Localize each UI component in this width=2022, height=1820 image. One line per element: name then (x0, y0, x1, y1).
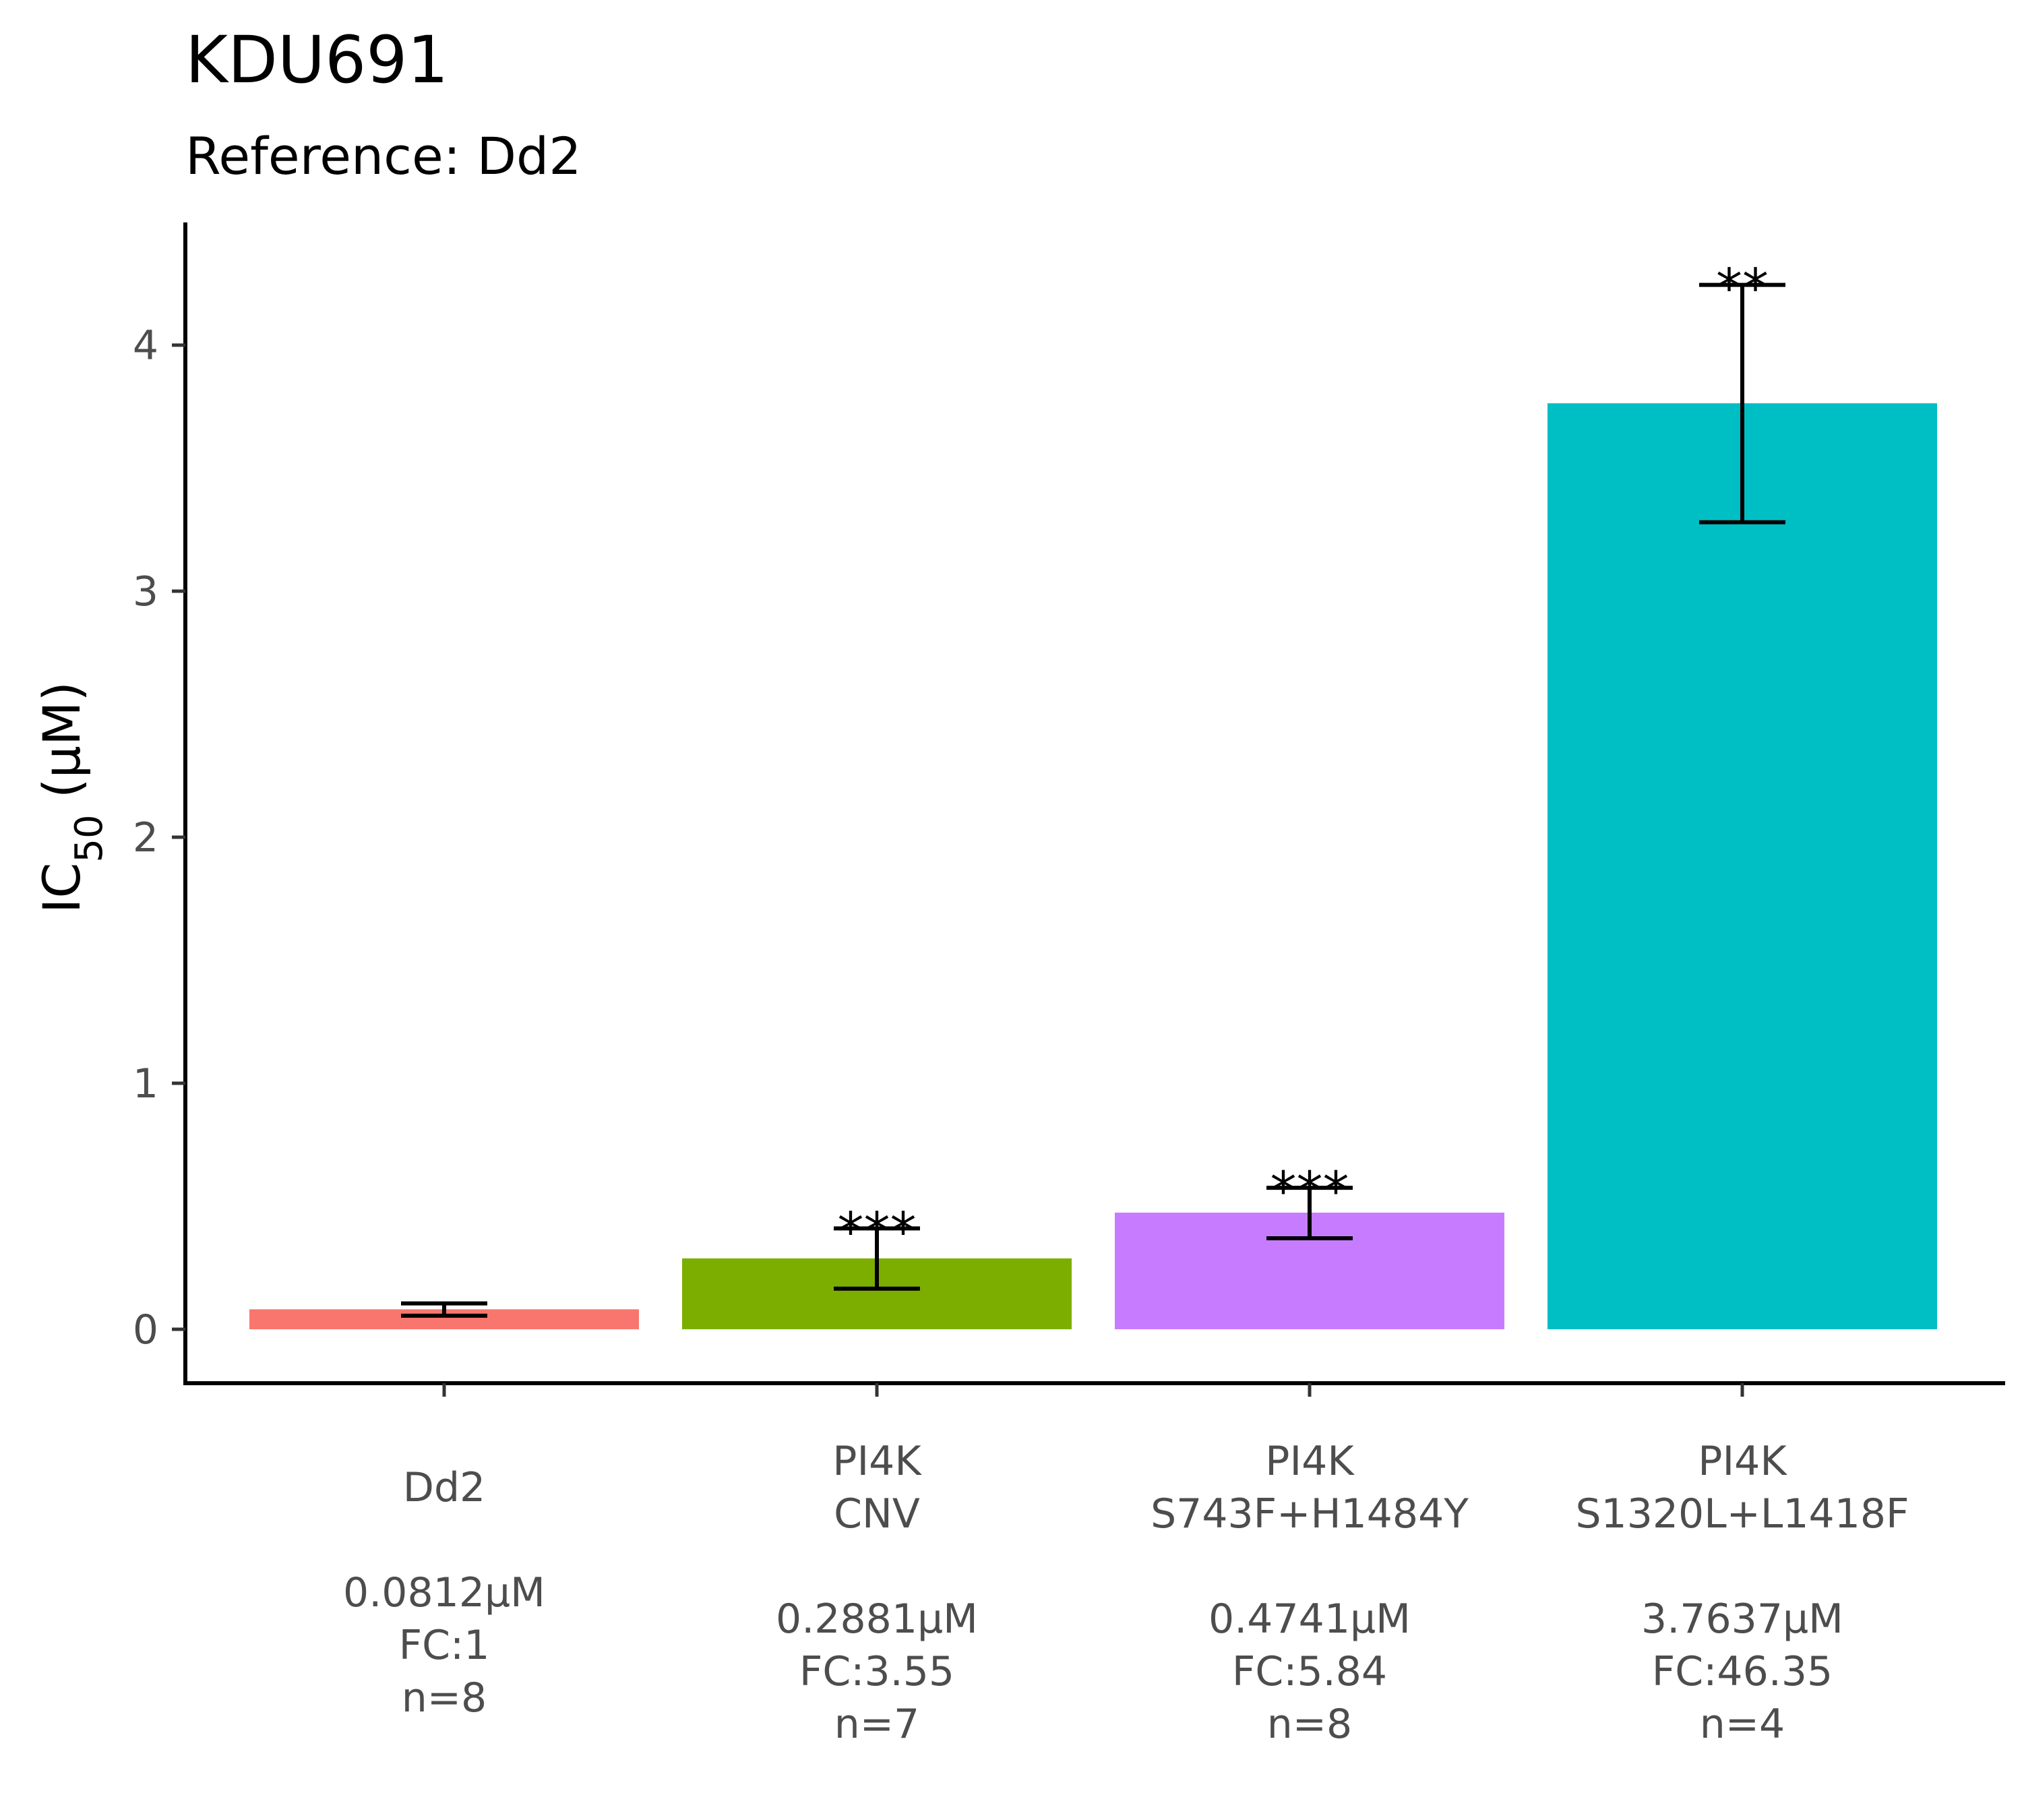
x-tick-stat-3: 0.4741μM (1208, 1596, 1411, 1643)
y-axis-label: IC50 (μM) (32, 681, 111, 913)
y-tick-label-4: 4 (133, 322, 158, 369)
y-axis-label-main: IC (32, 863, 92, 913)
plot-area: ********01234Dd20.0812μMFC:1n=8PI4KCNV0.… (133, 222, 2005, 1748)
x-tick-stat-1: n=8 (402, 1674, 487, 1722)
x-tick-label-4: S1320L+L1418F (1575, 1490, 1909, 1538)
x-tick-stat-4: n=4 (1700, 1701, 1785, 1748)
y-tick-label-2: 2 (133, 814, 158, 861)
y-tick-label-3: 3 (133, 568, 158, 615)
bar-4 (1548, 403, 1937, 1329)
chart-subtitle: Reference: Dd2 (185, 126, 582, 186)
x-tick-stat-4: FC:46.35 (1652, 1648, 1833, 1695)
x-tick-label-4: PI4K (1698, 1438, 1787, 1485)
chart-title: KDU691 (185, 22, 448, 98)
x-tick-label-1: Dd2 (403, 1464, 485, 1511)
y-axis-label-subscript: 50 (67, 814, 111, 862)
y-tick-label-0: 0 (133, 1306, 158, 1354)
x-tick-label-3: S743F+H1484Y (1151, 1490, 1469, 1538)
x-tick-label-3: PI4K (1265, 1438, 1355, 1485)
x-tick-stat-1: 0.0812μM (343, 1569, 545, 1616)
x-tick-stat-2: n=7 (834, 1701, 919, 1748)
y-axis-label-unit: (μM) (32, 681, 92, 814)
x-tick-stat-1: FC:1 (399, 1622, 490, 1669)
significance-label-4: ** (1716, 259, 1769, 320)
x-tick-stat-3: n=8 (1267, 1701, 1352, 1748)
x-tick-stat-2: 0.2881μM (776, 1596, 978, 1643)
x-tick-stat-2: FC:3.55 (799, 1648, 954, 1695)
x-tick-stat-3: FC:5.84 (1232, 1648, 1387, 1695)
significance-label-3: *** (1270, 1161, 1349, 1222)
x-tick-label-2: PI4K (832, 1438, 922, 1485)
significance-label-2: *** (838, 1202, 917, 1263)
x-tick-label-2: CNV (834, 1490, 920, 1538)
y-tick-label-1: 1 (133, 1060, 158, 1108)
x-tick-stat-4: 3.7637μM (1641, 1596, 1843, 1643)
